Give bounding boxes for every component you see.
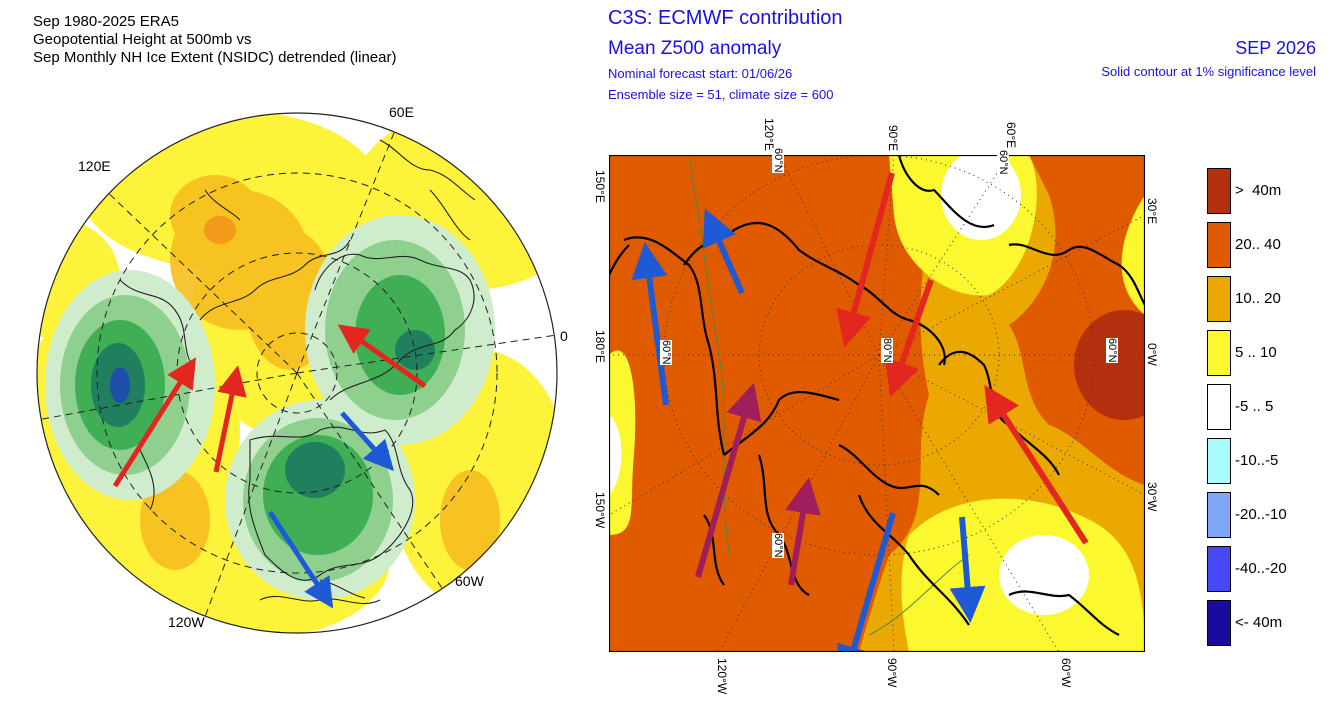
blue-arrow-right-3 bbox=[836, 512, 896, 652]
red-arrow-right-1 bbox=[836, 172, 895, 348]
red-arrow-left-2 bbox=[213, 365, 247, 473]
blue-arrow-left-2 bbox=[267, 510, 334, 609]
left-title-line-1: Sep 1980-2025 ERA5 bbox=[33, 13, 179, 30]
bottom-label-90w: 90°W bbox=[885, 658, 899, 688]
lat-label-5: 60°N bbox=[1106, 338, 1118, 363]
ensemble-size: Ensemble size = 51, climate size = 600 bbox=[608, 87, 834, 102]
legend-label: -10..-5 bbox=[1235, 452, 1279, 469]
legend-label: -40..-20 bbox=[1235, 560, 1287, 577]
top-label-90e: 90°E bbox=[886, 125, 900, 152]
legend-label: > 40m bbox=[1235, 182, 1282, 199]
label-120e: 120E bbox=[78, 158, 111, 174]
legend-swatch bbox=[1207, 276, 1231, 322]
lat-label-3: 60°N bbox=[660, 340, 672, 365]
red-arrow-right-3 bbox=[984, 384, 1089, 545]
legend-swatch bbox=[1207, 384, 1231, 430]
left-label-150w: 150°W bbox=[593, 492, 607, 529]
legend-swatch bbox=[1207, 330, 1231, 376]
right-label-30w: 30°W bbox=[1145, 482, 1159, 512]
blue-arrow-right-2 bbox=[631, 242, 669, 406]
forecast-month: SEP 2026 bbox=[1235, 38, 1316, 58]
maroon-arrow-right-1 bbox=[695, 382, 762, 578]
legend-swatch bbox=[1207, 438, 1231, 484]
lat-label-4: 80°N bbox=[881, 338, 893, 363]
legend-label: -20..-10 bbox=[1235, 506, 1287, 523]
left-polar-map bbox=[36, 112, 558, 634]
forecast-start: Nominal forecast start: 01/06/26 bbox=[608, 66, 793, 81]
bottom-label-120w: 120°W bbox=[715, 658, 729, 695]
lat-label-2: 60°N bbox=[997, 150, 1009, 175]
legend-swatch bbox=[1207, 222, 1231, 268]
red-arrow-right-2 bbox=[884, 279, 934, 397]
legend-label: 10.. 20 bbox=[1235, 290, 1281, 307]
legend-label: 5 .. 10 bbox=[1235, 344, 1277, 361]
blue-arrow-right-4 bbox=[949, 516, 986, 623]
top-label-120e: 120°E bbox=[762, 118, 776, 151]
legend-swatch bbox=[1207, 546, 1231, 592]
left-label-180e: 180°E bbox=[593, 330, 607, 363]
label-120w: 120W bbox=[168, 614, 205, 630]
right-title: C3S: ECMWF contribution bbox=[608, 7, 843, 29]
lat-label-1: 60°N bbox=[772, 148, 784, 173]
left-label-150e: 150°E bbox=[593, 170, 607, 203]
left-title-line-3: Sep Monthly NH Ice Extent (NSIDC) detren… bbox=[33, 49, 397, 66]
left-title-line-2: Geopotential Height at 500mb vs bbox=[33, 31, 252, 48]
blue-arrow-right-1 bbox=[702, 208, 745, 295]
legend-label: <- 40m bbox=[1235, 614, 1283, 631]
red-arrow-left-1 bbox=[112, 357, 196, 488]
legend-label: 20.. 40 bbox=[1235, 236, 1281, 253]
maroon-arrow-right-2 bbox=[785, 477, 821, 586]
legend-swatch bbox=[1207, 492, 1231, 538]
top-label-60e: 60°E bbox=[1004, 122, 1018, 149]
right-label-30e: 30°E bbox=[1145, 198, 1159, 225]
right-subtitle: Mean Z500 anomaly bbox=[608, 38, 782, 59]
bottom-label-60w: 60°W bbox=[1059, 658, 1073, 688]
legend-swatch bbox=[1207, 600, 1231, 646]
label-0: 0 bbox=[560, 328, 568, 344]
legend-label: -5 .. 5 bbox=[1235, 398, 1274, 415]
label-60w: 60W bbox=[455, 573, 484, 589]
right-anomaly-map bbox=[609, 155, 1145, 652]
contour-note: Solid contour at 1% significance level bbox=[1101, 64, 1316, 79]
left-title: Sep 1980-2025 ERA5 Geopotential Height a… bbox=[33, 13, 396, 67]
legend-swatch bbox=[1207, 168, 1231, 214]
red-arrow-left-3 bbox=[337, 324, 427, 389]
label-60e: 60E bbox=[389, 104, 414, 120]
blue-arrow-left-1 bbox=[340, 411, 394, 472]
right-label-0w: 0°W bbox=[1145, 343, 1159, 366]
lat-label-6: 60°N bbox=[772, 533, 784, 558]
